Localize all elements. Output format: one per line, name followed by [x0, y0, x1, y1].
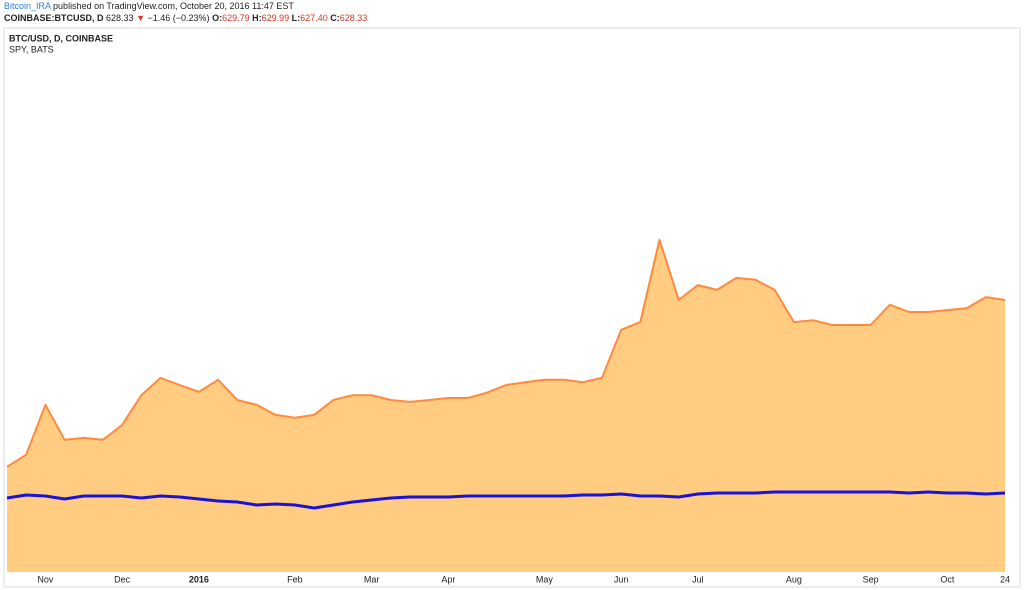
x-tick-label: Mar: [364, 574, 380, 584]
ohlc-value: 629.79: [222, 13, 250, 23]
ohlc-label: H:: [252, 13, 262, 23]
x-tick-label: Jun: [614, 574, 629, 584]
x-tick-label: Sep: [863, 574, 879, 584]
x-tick-label: 2016: [189, 574, 209, 584]
change-arrow: ▼: [136, 13, 145, 23]
published: published on TradingView.com, October 20…: [53, 1, 294, 11]
area-fill: [7, 239, 1005, 572]
ohlc-value: 629.99: [262, 13, 290, 23]
x-tick-label: Jul: [692, 574, 704, 584]
x-tick-label: 24: [1000, 574, 1010, 584]
x-tick-label: Aug: [786, 574, 802, 584]
symbol: COINBASE:BTCUSD, D: [4, 13, 104, 23]
author[interactable]: Bitcoin_IRA: [4, 1, 51, 11]
x-tick-label: Nov: [37, 574, 54, 584]
legend-entry: BTC/USD, D, COINBASE: [9, 33, 113, 43]
header-line: Bitcoin_IRA published on TradingView.com…: [4, 1, 294, 11]
last-price: 628.33: [106, 13, 134, 23]
x-tick-label: Oct: [940, 574, 955, 584]
ohlc-value: 627.40: [300, 13, 328, 23]
series-line: [6, 490, 1006, 510]
symbol-line: COINBASE:BTCUSD, D 628.33 ▼ −1.46 (−0.23…: [4, 13, 367, 23]
series-line: [6, 238, 1006, 468]
x-tick-label: Dec: [114, 574, 131, 584]
legend-entry: SPY, BATS: [9, 44, 54, 54]
x-tick-label: May: [536, 574, 554, 584]
x-tick-label: Feb: [287, 574, 303, 584]
change: −1.46 (−0.23%): [148, 13, 210, 23]
ohlc-value: 628.33: [340, 13, 368, 23]
ohlc-label: L:: [292, 13, 301, 23]
ohlc-label: C:: [330, 13, 340, 23]
x-tick-label: Apr: [441, 574, 455, 584]
ohlc-label: O:: [212, 13, 222, 23]
